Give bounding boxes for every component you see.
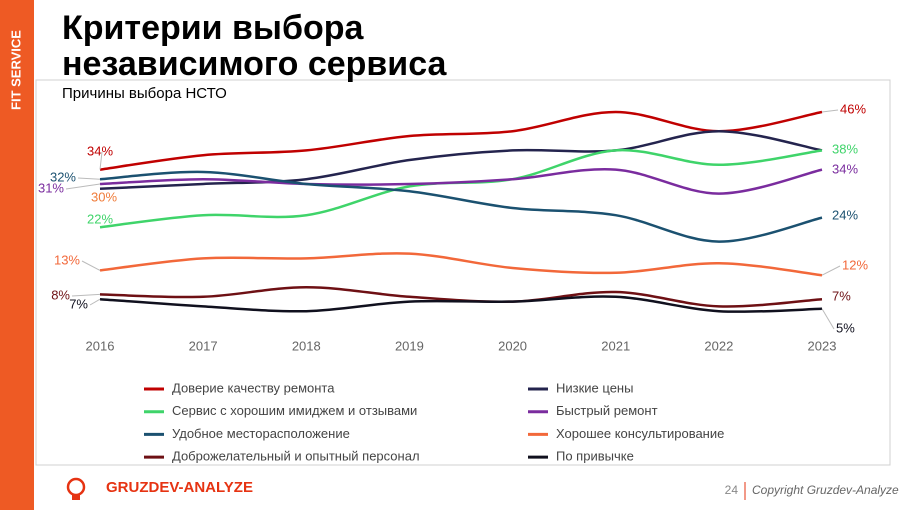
x-tick-label: 2022 [704,338,733,353]
x-tick-label: 2018 [292,338,321,353]
legend-label: Быстрый ремонт [556,403,658,418]
title-line: Критерии выбора [62,9,364,47]
data-label: 30% [91,189,117,204]
line [99,170,823,243]
data-label: 8% [51,287,70,302]
leader-line [71,293,101,297]
logo-icon [72,494,80,500]
legend-label: Хорошее консультирование [556,426,724,441]
chart-frame [35,79,891,466]
data-label: 31% [38,180,64,195]
data-label: 24% [832,207,858,222]
data-label: 22% [87,211,113,226]
legend-label: Сервис с хорошим имиджем и отзывами [172,403,417,418]
x-tick-label: 2016 [86,338,115,353]
legend-label: Низкие цены [556,380,633,395]
chart-title: Причины выбора НСТО [62,85,227,102]
data-label: 12% [842,257,868,272]
logo-icon [66,477,86,497]
leader-line [77,177,101,180]
side-bar [0,0,34,510]
brand: FIT SERVICE [8,30,23,110]
x-tick-label: 2020 [498,338,527,353]
legend-label: Удобное месторасположение [172,426,350,441]
leader-line [65,183,101,190]
data-label: 5% [836,320,855,335]
data-label: 32% [50,169,76,184]
data-label: 13% [54,252,80,267]
logo: GRUZDEV-ANALYZE [66,477,253,500]
leader-line [821,109,839,113]
legend-label: Доверие качеству ремонта [172,380,335,395]
line [99,295,823,314]
x-tick-label: 2023 [808,338,837,353]
x-tick-label: 2019 [395,338,424,353]
logo-text: GRUZDEV-ANALYZE [106,479,253,496]
line [99,252,823,277]
title-line: независимого сервиса [62,45,448,83]
leader-line [99,151,103,170]
data-label: 46% [840,101,866,116]
data-label: 7% [832,288,851,303]
leader-line [89,298,101,306]
copyright: Copyright Gruzdev-Analyze [752,483,899,497]
leader-line [821,308,835,330]
leader-line [821,265,841,276]
data-label: 38% [832,141,858,156]
data-label: 34% [87,143,113,158]
line [99,167,823,195]
data-label: 34% [832,161,858,176]
page-number: 24 [725,483,739,497]
x-tick-label: 2017 [189,338,218,353]
data-label: 7% [69,296,88,311]
line [99,129,823,191]
x-tick-label: 2021 [601,338,630,353]
leader-line [81,260,101,271]
legend-label: Доброжелательный и опытный персонал [172,449,420,464]
legend-label: По привычке [556,449,634,464]
